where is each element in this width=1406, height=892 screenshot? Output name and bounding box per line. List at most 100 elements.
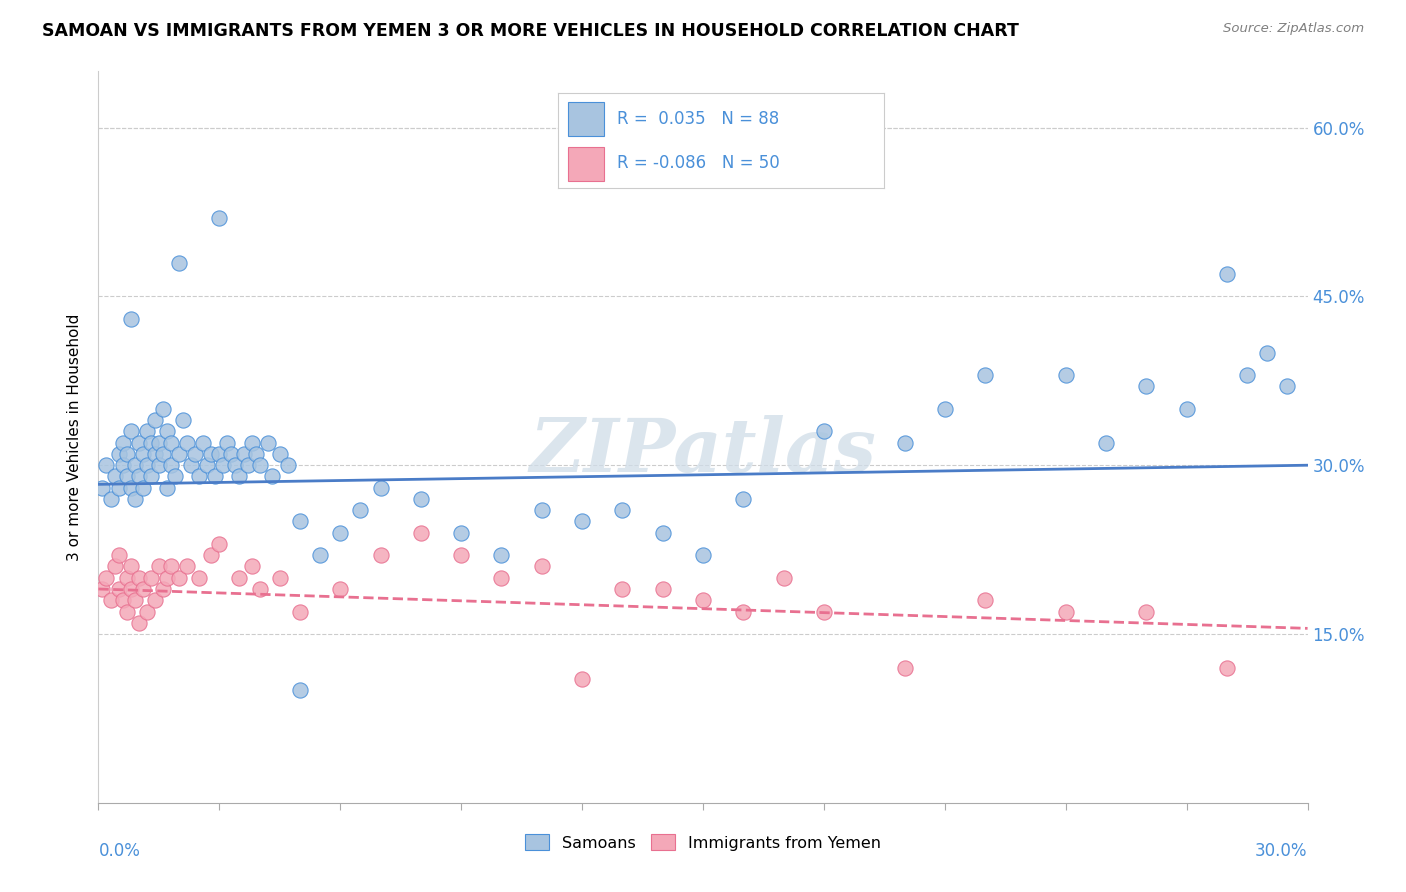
Point: [91, 481, 114, 495]
Point: [139, 469, 162, 483]
Point: [530, 503, 553, 517]
Point: [491, 548, 513, 562]
Point: [651, 525, 673, 540]
Point: [143, 447, 166, 461]
Point: [217, 435, 239, 450]
Point: [288, 515, 311, 529]
Point: [156, 481, 179, 495]
Point: [135, 458, 157, 473]
Point: [152, 582, 174, 596]
Point: [195, 458, 218, 473]
Point: [813, 605, 835, 619]
Point: [115, 447, 138, 461]
Point: [221, 447, 243, 461]
Point: [277, 458, 299, 473]
Point: [100, 593, 122, 607]
Point: [370, 548, 392, 562]
Point: [152, 447, 174, 461]
Point: [96, 458, 118, 473]
Point: [409, 525, 432, 540]
Point: [115, 469, 138, 483]
Point: [612, 503, 634, 517]
Point: [120, 559, 142, 574]
Point: [156, 425, 179, 439]
Point: [135, 425, 157, 439]
Point: [571, 672, 593, 686]
Point: [813, 425, 835, 439]
Point: [167, 255, 190, 269]
Point: [1216, 267, 1239, 281]
Point: [1236, 368, 1258, 383]
Point: [1054, 605, 1077, 619]
Point: [91, 582, 114, 596]
Point: [128, 435, 150, 450]
Point: [240, 435, 263, 450]
Point: [450, 548, 472, 562]
Point: [103, 559, 125, 574]
Point: [329, 582, 352, 596]
Point: [733, 605, 755, 619]
Point: [571, 515, 593, 529]
Point: [1054, 368, 1077, 383]
Point: [107, 481, 129, 495]
Point: [160, 435, 183, 450]
Point: [111, 435, 134, 450]
Point: [772, 571, 794, 585]
Point: [733, 491, 755, 506]
Point: [692, 593, 714, 607]
Point: [249, 458, 271, 473]
Point: [208, 537, 231, 551]
Point: [132, 582, 155, 596]
Point: [232, 447, 254, 461]
Point: [115, 605, 138, 619]
Point: [288, 683, 311, 698]
Point: [143, 413, 166, 427]
Point: [1277, 379, 1299, 393]
Point: [224, 458, 246, 473]
Point: [450, 525, 472, 540]
Point: [184, 447, 207, 461]
Point: [111, 593, 134, 607]
Point: [139, 571, 162, 585]
Point: [107, 447, 129, 461]
Point: [245, 447, 267, 461]
Point: [128, 571, 150, 585]
Point: [893, 435, 915, 450]
Point: [188, 469, 211, 483]
Legend: Samoans, Immigrants from Yemen: Samoans, Immigrants from Yemen: [519, 828, 887, 857]
Text: 0.0%: 0.0%: [98, 842, 141, 860]
Point: [111, 458, 134, 473]
Point: [156, 571, 179, 585]
Point: [409, 491, 432, 506]
Point: [172, 413, 194, 427]
Point: [249, 582, 271, 596]
Point: [329, 525, 352, 540]
Text: Source: ZipAtlas.com: Source: ZipAtlas.com: [1223, 22, 1364, 36]
Point: [176, 559, 198, 574]
Point: [152, 401, 174, 416]
Point: [269, 571, 291, 585]
Point: [120, 481, 142, 495]
Point: [204, 469, 226, 483]
Point: [349, 503, 371, 517]
Point: [1135, 605, 1157, 619]
Point: [160, 559, 183, 574]
Point: [120, 312, 142, 326]
Point: [530, 559, 553, 574]
Point: [200, 447, 222, 461]
Point: [651, 582, 673, 596]
Point: [107, 582, 129, 596]
Point: [139, 435, 162, 450]
Text: SAMOAN VS IMMIGRANTS FROM YEMEN 3 OR MORE VEHICLES IN HOUSEHOLD CORRELATION CHAR: SAMOAN VS IMMIGRANTS FROM YEMEN 3 OR MOR…: [42, 22, 1019, 40]
Point: [256, 435, 278, 450]
Point: [228, 571, 250, 585]
Text: ZIPatlas: ZIPatlas: [530, 416, 876, 488]
Point: [208, 447, 231, 461]
Point: [1216, 661, 1239, 675]
Point: [934, 401, 956, 416]
Point: [180, 458, 202, 473]
Point: [103, 469, 125, 483]
Point: [240, 559, 263, 574]
Text: 30.0%: 30.0%: [1256, 842, 1308, 860]
Point: [288, 605, 311, 619]
